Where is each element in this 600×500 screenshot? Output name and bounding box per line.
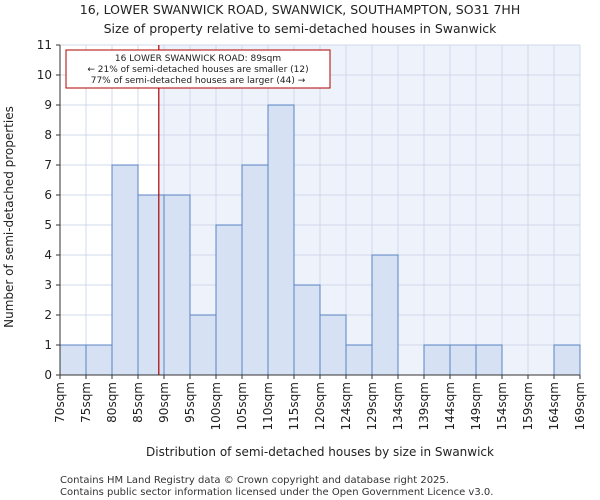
bar bbox=[371, 254, 399, 376]
bar bbox=[163, 194, 191, 376]
x-tick-label: 70sqm bbox=[53, 382, 67, 423]
x-tick-label: 120sqm bbox=[313, 382, 327, 430]
y-tick-label: 6 bbox=[44, 188, 52, 202]
y-tick-label: 10 bbox=[37, 68, 52, 82]
x-axis-label: Distribution of semi-detached houses by … bbox=[146, 445, 494, 459]
annotation-line-3: 77% of semi-detached houses are larger (… bbox=[91, 76, 306, 86]
annotation-line-2: ← 21% of semi-detached houses are smalle… bbox=[87, 65, 308, 75]
bar bbox=[215, 224, 243, 376]
bar bbox=[293, 284, 321, 376]
bar bbox=[345, 344, 373, 376]
bar bbox=[553, 344, 581, 376]
plot-area: 0 1 2 3 4 5 6 7 8 9 10 11 70sqm 75sqm 80sqm 85sqm 90sqm 9… bbox=[37, 38, 587, 430]
footer-line-2: Contains public sector information licen… bbox=[60, 487, 493, 498]
x-tick-label: 100sqm bbox=[209, 382, 223, 430]
annotation-line-1: 16 LOWER SWANWICK ROAD: 89sqm bbox=[115, 54, 281, 64]
x-tick-label: 115sqm bbox=[287, 382, 301, 430]
bar bbox=[85, 344, 113, 376]
x-tick-label: 95sqm bbox=[183, 382, 197, 423]
y-tick-label: 5 bbox=[44, 218, 52, 232]
y-tick-label: 2 bbox=[44, 308, 52, 322]
bar bbox=[475, 344, 503, 376]
bar bbox=[111, 164, 139, 376]
x-tick-label: 80sqm bbox=[105, 382, 119, 423]
x-tick-label: 139sqm bbox=[417, 382, 431, 430]
x-tick-label: 110sqm bbox=[261, 382, 275, 430]
x-tick-label: 149sqm bbox=[469, 382, 483, 430]
y-tick-label: 0 bbox=[44, 368, 52, 382]
bar bbox=[137, 194, 165, 376]
chart-subtitle: Size of property relative to semi-detach… bbox=[104, 21, 498, 36]
x-tick-label: 134sqm bbox=[391, 382, 405, 430]
x-tick-label: 164sqm bbox=[547, 382, 561, 430]
annotation-frame bbox=[65, 49, 331, 89]
bar bbox=[423, 344, 451, 376]
x-tick-label: 129sqm bbox=[365, 382, 379, 430]
y-tick-label: 9 bbox=[44, 98, 52, 112]
bar bbox=[59, 344, 87, 376]
x-tick-label: 85sqm bbox=[131, 382, 145, 423]
y-tick-label: 1 bbox=[44, 338, 52, 352]
bar bbox=[241, 164, 269, 376]
chart-title: 16, LOWER SWANWICK ROAD, SWANWICK, SOUTH… bbox=[80, 2, 520, 17]
bar bbox=[449, 344, 477, 376]
y-tick-label: 8 bbox=[44, 128, 52, 142]
bar bbox=[189, 314, 217, 376]
footer-line-1: Contains HM Land Registry data © Crown c… bbox=[60, 475, 449, 486]
x-tick-label: 159sqm bbox=[521, 382, 535, 430]
x-tick-label: 105sqm bbox=[235, 382, 249, 430]
x-tick-label: 75sqm bbox=[79, 382, 93, 423]
bar bbox=[267, 104, 295, 376]
y-tick-label: 3 bbox=[44, 278, 52, 292]
bar bbox=[319, 314, 347, 376]
x-tick-label: 124sqm bbox=[339, 382, 353, 430]
y-tick-label: 11 bbox=[37, 38, 52, 52]
x-tick-label: 169sqm bbox=[573, 382, 587, 430]
y-tick-label: 7 bbox=[44, 158, 52, 172]
x-tick-label: 144sqm bbox=[443, 382, 457, 430]
x-tick-label: 154sqm bbox=[495, 382, 509, 430]
y-tick-label: 4 bbox=[44, 248, 52, 262]
y-axis-label: Number of semi-detached properties bbox=[2, 106, 16, 328]
annotation-box: 16 LOWER SWANWICK ROAD: 89sqm ← 21% of s… bbox=[65, 49, 331, 89]
x-tick-label: 90sqm bbox=[157, 382, 171, 423]
